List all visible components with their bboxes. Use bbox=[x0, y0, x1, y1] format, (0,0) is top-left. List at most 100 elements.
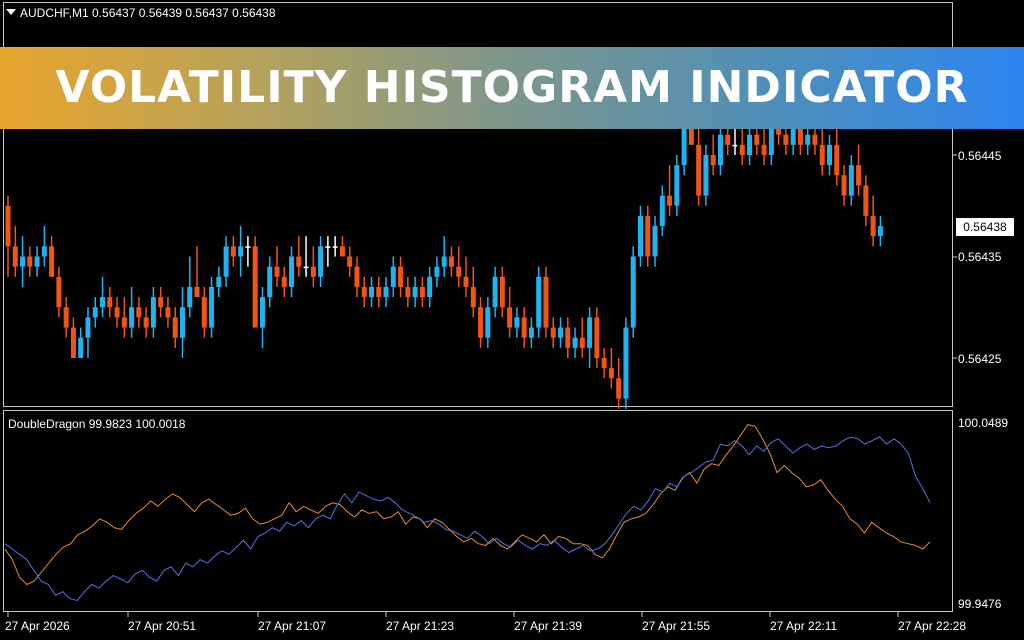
candle-body bbox=[383, 286, 389, 298]
candle-body bbox=[805, 134, 811, 145]
candle-body bbox=[579, 337, 585, 348]
candle-body bbox=[877, 226, 883, 237]
candle-body bbox=[56, 276, 62, 308]
candle-body bbox=[143, 317, 149, 328]
candle-body bbox=[201, 297, 207, 328]
indicator-label: DoubleDragon 99.9823 100.0018 bbox=[8, 417, 186, 431]
candle-body bbox=[5, 205, 11, 247]
time-tick-label: 27 Apr 21:07 bbox=[258, 619, 327, 633]
candle-body bbox=[419, 286, 425, 298]
candle-body bbox=[259, 297, 265, 328]
candle-body bbox=[100, 297, 106, 308]
candle-body bbox=[434, 266, 440, 277]
candle-body bbox=[41, 246, 47, 257]
candle-body bbox=[732, 144, 738, 147]
candle-body bbox=[121, 317, 127, 328]
time-tick-label: 27 Apr 21:39 bbox=[514, 619, 583, 633]
candle-body bbox=[12, 246, 18, 267]
candle-body bbox=[92, 307, 98, 318]
candle-body bbox=[681, 124, 687, 166]
candle-body bbox=[594, 317, 600, 358]
candle-body bbox=[870, 215, 876, 237]
candle-body bbox=[281, 276, 287, 287]
candle-body bbox=[536, 276, 542, 328]
candle-body bbox=[521, 317, 527, 338]
candle-body bbox=[834, 144, 840, 176]
candle-body bbox=[354, 266, 360, 287]
candle-body bbox=[783, 134, 789, 145]
time-tick-label: 27 Apr 21:55 bbox=[642, 619, 711, 633]
candle-body bbox=[136, 307, 142, 318]
candle-body bbox=[390, 266, 396, 287]
candle-body bbox=[49, 246, 55, 277]
price-tick-2: 0.56425 bbox=[958, 352, 1002, 366]
price-tick-0: 0.56445 bbox=[958, 149, 1002, 163]
candle-body bbox=[608, 368, 614, 379]
candle-body bbox=[478, 307, 484, 338]
candle-body bbox=[20, 256, 26, 267]
time-tick-label: 27 Apr 22:11 bbox=[770, 619, 838, 633]
candle-body bbox=[245, 246, 251, 248]
candle-body bbox=[274, 266, 280, 277]
candle-body bbox=[85, 317, 91, 338]
candle-body bbox=[725, 134, 731, 145]
candle-body bbox=[187, 286, 193, 308]
candle-body bbox=[558, 327, 564, 338]
candle-body bbox=[150, 297, 156, 328]
time-tick-label: 27 Apr 20:51 bbox=[128, 619, 197, 633]
candle-body bbox=[863, 185, 869, 216]
candle-body bbox=[158, 297, 164, 308]
indicator-max-label: 100.0489 bbox=[958, 416, 1009, 430]
candle-body bbox=[587, 317, 593, 348]
candle-body bbox=[376, 286, 382, 298]
candle-body bbox=[703, 155, 709, 196]
candle-body bbox=[572, 337, 578, 348]
candle-body bbox=[412, 286, 418, 298]
candle-body bbox=[848, 165, 854, 196]
symbol-header: AUDCHF,M1 0.56437 0.56439 0.56437 0.5643… bbox=[20, 6, 276, 20]
candle-body bbox=[645, 215, 651, 257]
candle-body bbox=[216, 276, 222, 287]
candle-body bbox=[70, 327, 76, 358]
candle-body bbox=[252, 246, 258, 328]
chart-menu-triangle-icon[interactable] bbox=[6, 9, 16, 15]
main-chart-frame bbox=[3, 2, 953, 407]
candle-body bbox=[339, 246, 345, 257]
candle-body bbox=[238, 246, 244, 257]
candle-body bbox=[172, 317, 178, 338]
candle-body bbox=[230, 246, 236, 257]
candle-body bbox=[601, 358, 607, 369]
candle-body bbox=[463, 276, 469, 287]
candle-body bbox=[768, 124, 774, 155]
candle-body bbox=[194, 286, 200, 298]
candle-body bbox=[325, 246, 331, 248]
candle-body bbox=[514, 317, 520, 328]
candle-body bbox=[761, 144, 767, 155]
candle-body bbox=[448, 256, 454, 267]
candle-body bbox=[303, 266, 309, 269]
candle-body bbox=[492, 276, 498, 308]
candle-body bbox=[129, 307, 135, 328]
candle-body bbox=[347, 256, 353, 267]
candle-body bbox=[209, 286, 215, 328]
candle-body bbox=[754, 134, 760, 145]
candle-body bbox=[790, 124, 796, 145]
candle-body bbox=[369, 286, 374, 298]
candle-body bbox=[623, 327, 629, 399]
candle-body bbox=[332, 246, 338, 248]
candle-body bbox=[637, 215, 643, 257]
candle-body bbox=[78, 337, 84, 358]
banner-title: VOLATILITY HISTOGRAM INDICATOR bbox=[55, 62, 969, 113]
candle-body bbox=[565, 327, 571, 348]
candle-body bbox=[528, 327, 534, 338]
price-tick-1: 0.56435 bbox=[958, 250, 1002, 264]
candle-body bbox=[710, 155, 716, 166]
time-tick-label: 27 Apr 21:23 bbox=[386, 619, 455, 633]
candle-body bbox=[289, 256, 295, 287]
candle-body bbox=[179, 307, 185, 338]
candle-body bbox=[739, 144, 745, 155]
candle-body bbox=[550, 327, 556, 338]
candle-body bbox=[667, 195, 673, 206]
